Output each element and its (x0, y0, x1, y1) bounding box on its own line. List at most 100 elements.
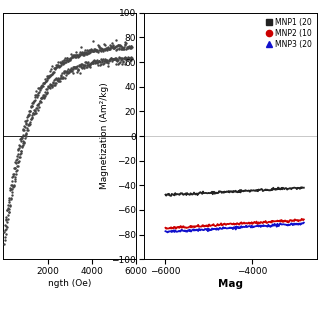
Point (106, 44, 111, 49)
Point (126, 56, 132, 61)
Point (23, 122, 28, 127)
Point (78, 45, 83, 50)
Point (94, 59, 99, 64)
X-axis label: Mag: Mag (218, 279, 243, 289)
Point (60, 75, 65, 80)
Point (65, 70, 70, 75)
Point (67, 69, 72, 74)
Point (66, 58, 71, 63)
Point (82, 47, 87, 52)
Point (116, 58, 121, 63)
Point (74, 52, 79, 58)
Point (30, 100, 36, 105)
Point (27, 120, 32, 125)
Point (24, 118, 29, 123)
Point (28, 116, 34, 121)
Point (64, 58, 69, 63)
Point (41, 80, 46, 85)
Point (104, 59, 109, 64)
Point (96, 42, 101, 47)
Point (27, 112, 32, 117)
Point (14, 169, 19, 174)
Point (112, 56, 117, 61)
Point (59, 76, 64, 81)
Point (3, 231, 8, 236)
Point (103, 48, 108, 53)
Point (18, 139, 23, 144)
Point (92, 46, 97, 52)
Point (20, 142, 25, 148)
Point (89, 60, 94, 65)
X-axis label: ngth (Oe): ngth (Oe) (48, 279, 92, 288)
Point (90, 49, 95, 54)
Point (52, 77, 57, 83)
Point (117, 55, 122, 60)
Point (57, 76, 62, 81)
Point (107, 46, 112, 52)
Point (36, 100, 41, 105)
Point (119, 57, 124, 62)
Point (105, 48, 110, 53)
Point (78, 61, 84, 67)
Point (26, 123, 31, 128)
Point (80, 52, 85, 57)
Point (19, 145, 24, 150)
Point (128, 55, 133, 60)
Point (41, 80, 46, 85)
Point (45, 76, 50, 81)
Point (38, 96, 43, 101)
Point (27, 122, 32, 127)
Point (105, 59, 110, 64)
Point (42, 76, 47, 81)
Point (12, 166, 17, 171)
Point (3, 235, 8, 240)
Point (29, 116, 34, 121)
Point (106, 58, 111, 63)
Point (91, 48, 96, 53)
Point (122, 56, 127, 61)
Point (114, 37, 119, 42)
Point (52, 65, 57, 70)
Point (112, 45, 117, 50)
Point (61, 70, 67, 76)
Point (125, 46, 131, 51)
Point (40, 83, 45, 88)
Point (35, 92, 40, 98)
Point (44, 87, 49, 92)
Point (78, 53, 83, 58)
Point (68, 68, 73, 73)
Point (52, 80, 57, 85)
Point (5, 219, 10, 224)
Point (40, 94, 45, 100)
Point (108, 57, 113, 62)
Point (35, 108, 40, 113)
Point (88, 63, 93, 68)
Point (129, 44, 134, 49)
Point (7, 204, 12, 209)
Point (69, 53, 74, 59)
Point (53, 66, 58, 71)
Point (115, 43, 120, 48)
Point (98, 49, 103, 54)
Point (70, 53, 75, 59)
Point (38, 86, 43, 91)
Point (76, 52, 82, 57)
Point (93, 47, 99, 52)
Point (109, 56, 114, 61)
Point (13, 160, 18, 165)
Point (92, 58, 97, 63)
Point (59, 71, 64, 76)
Point (66, 58, 71, 63)
Point (120, 45, 125, 50)
Point (72, 64, 77, 69)
Point (21, 141, 27, 146)
Point (94, 49, 100, 54)
Point (126, 44, 132, 50)
Point (51, 69, 56, 74)
Point (18, 137, 23, 142)
Point (12, 177, 18, 182)
Point (30, 112, 35, 117)
Point (64, 70, 69, 75)
Point (123, 40, 128, 45)
Point (12, 178, 17, 183)
